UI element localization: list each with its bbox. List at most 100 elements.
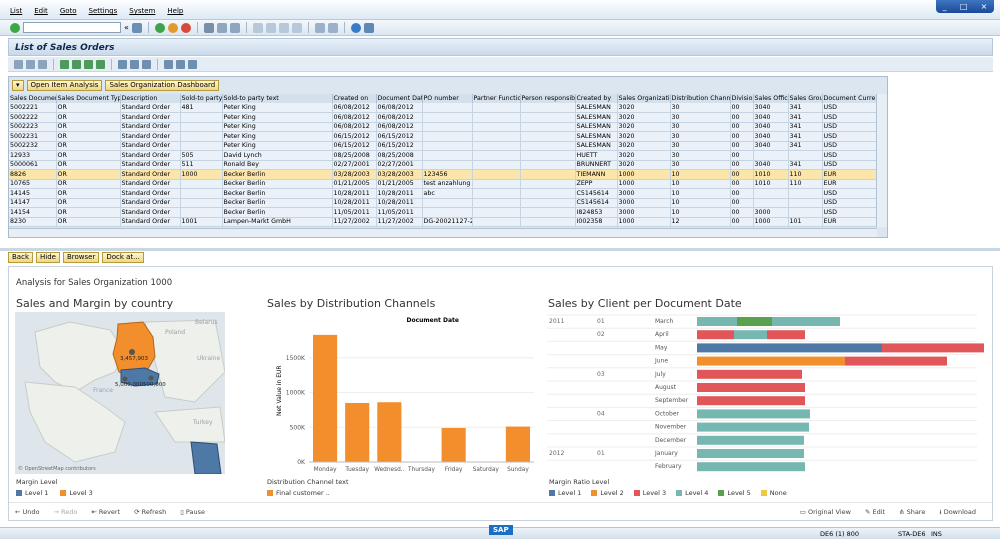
table-cell[interactable]: Standard Order [120,198,181,208]
table-cell[interactable]: Standard Order [120,207,181,218]
table-cell[interactable]: Peter King [222,122,333,132]
table-cell[interactable]: Peter King [222,141,333,151]
bar-segment[interactable] [697,449,804,458]
table-cell[interactable] [472,198,521,208]
table-cell[interactable]: 10/28/2011 [332,188,377,199]
table-cell[interactable] [472,169,521,180]
table-cell[interactable] [520,188,576,199]
table-row[interactable]: 5002222 OR Standard Order Peter King 06/08/2… [9,112,878,123]
legend-item[interactable]: Level 2 [591,489,624,497]
table-cell[interactable]: test anzahlung [422,179,473,189]
table-cell[interactable]: 14147 [9,198,57,208]
bar-segment[interactable] [697,396,805,406]
table-cell[interactable]: TIEMANN [575,169,618,180]
table-cell[interactable] [472,207,521,218]
table-cell[interactable] [472,103,521,113]
table-cell[interactable]: 06/08/2012 [376,112,423,123]
table-row[interactable]: 14147 OR Standard Order Becker Berlin 10/28/… [9,198,878,208]
table-cell[interactable]: OR [56,207,121,218]
table-cell[interactable]: 12933 [9,150,57,161]
table-cell[interactable]: Becker Berlin [222,169,333,180]
table-cell[interactable]: 00 [730,198,754,208]
table-cell[interactable] [753,188,789,199]
table-cell[interactable]: Becker Berlin [222,207,333,218]
open-item-analysis-button[interactable]: Open Item Analysis [26,80,103,91]
table-cell[interactable] [520,122,576,132]
table-cell[interactable]: Standard Order [120,188,181,199]
table-cell[interactable]: 5002231 [9,131,57,142]
refresh-button[interactable]: ⟳ Refresh [134,508,167,516]
edit-pencil-icon[interactable] [38,59,47,69]
glasses-icon[interactable] [26,59,35,69]
table-cell[interactable]: Standard Order [120,141,181,151]
table-cell[interactable]: 3020 [617,131,671,142]
back-icon[interactable] [154,22,165,33]
bar-segment[interactable] [737,317,772,326]
table-cell[interactable]: 341 [788,122,823,132]
table-cell[interactable]: C5145614 [575,188,618,199]
table-cell[interactable]: 11/05/2011 [332,207,377,218]
bar-segment[interactable] [882,343,984,353]
table-cell[interactable]: 1000 [617,217,671,227]
next-page-icon[interactable] [278,22,289,33]
table-cell[interactable]: 10765 [9,179,57,189]
israel-shape[interactable] [190,441,222,474]
table-cell[interactable]: Becker Berlin [222,198,333,208]
distribution-bar-chart[interactable]: Document Date Net Value in EUR 0K 500K 1000K… [264,312,539,477]
table-cell[interactable]: 00 [730,122,754,132]
table-cell[interactable]: 00 [730,169,754,180]
table-cell[interactable] [180,141,223,151]
table-cell[interactable]: USD [822,150,878,161]
table-cell[interactable] [180,112,223,123]
table-row[interactable]: 14154 OR Standard Order Becker Berlin 11/05/… [9,207,878,218]
austria-shape[interactable] [120,367,160,387]
table-cell[interactable] [422,160,473,170]
command-field[interactable] [23,22,121,33]
table-cell[interactable]: 3020 [617,141,671,151]
table-cell[interactable]: abc [422,188,473,199]
table-row[interactable]: 14145 OR Standard Order Becker Berlin 10/28/… [9,188,878,199]
dock-at-button[interactable]: Dock at... [102,252,144,263]
table-cell[interactable]: 3000 [617,207,671,218]
table-cell[interactable]: 06/08/2012 [332,112,377,123]
table-row[interactable]: 5002221 OR Standard Order 481 Peter King 06/0… [9,103,878,113]
bar-segment[interactable] [697,422,809,432]
table-cell[interactable]: 03/28/2003 [332,169,377,180]
table-cell[interactable]: 06/08/2012 [332,122,377,132]
table-cell[interactable] [520,217,576,227]
column-header[interactable]: Sales Office [753,94,789,103]
table-cell[interactable]: 110 [788,179,823,189]
table-cell[interactable]: Standard Order [120,131,181,142]
table-cell[interactable] [472,150,521,161]
table-cell[interactable]: 5002232 [9,141,57,151]
table-cell[interactable]: 10/28/2011 [332,198,377,208]
help-icon[interactable] [350,22,361,33]
table-cell[interactable] [520,131,576,142]
table-cell[interactable]: 03/28/2003 [376,169,423,180]
table-cell[interactable] [180,122,223,132]
table-cell[interactable]: EUR [822,179,878,189]
system-info[interactable]: DE6 (1) 800 [820,530,859,538]
table-row[interactable]: 5002231 OR Standard Order Peter King 06/15/2… [9,131,878,142]
client-stacked-bar-chart[interactable]: 2011 01 March 02 April May June 03 July August Sep… [547,312,987,474]
sort-descending-icon[interactable] [72,59,81,69]
table-row[interactable]: 5002232 OR Standard Order Peter King 06/15/2… [9,141,878,151]
table-cell[interactable]: 341 [788,103,823,113]
legend-item-level-1[interactable]: Level 1 [16,489,48,497]
table-cell[interactable]: 3040 [753,122,789,132]
previous-page-icon[interactable] [265,22,276,33]
bar-tuesday[interactable] [345,402,370,462]
column-header[interactable]: Partner Function [472,94,521,103]
bar-segment[interactable] [845,356,947,366]
table-cell[interactable]: I824853 [575,207,618,218]
table-cell[interactable]: 08/25/2008 [332,150,377,161]
table-cell[interactable]: 1000 [180,169,223,180]
menu-edit-item[interactable]: Edit [34,7,48,15]
table-cell[interactable]: 01/21/2005 [376,179,423,189]
menu-settings-item[interactable]: Settings [88,7,118,15]
table-cell[interactable] [180,207,223,218]
table-cell[interactable] [472,122,521,132]
first-page-icon[interactable] [252,22,263,33]
menu-list-item[interactable]: List [10,7,23,15]
table-cell[interactable]: 02/27/2001 [376,160,423,170]
